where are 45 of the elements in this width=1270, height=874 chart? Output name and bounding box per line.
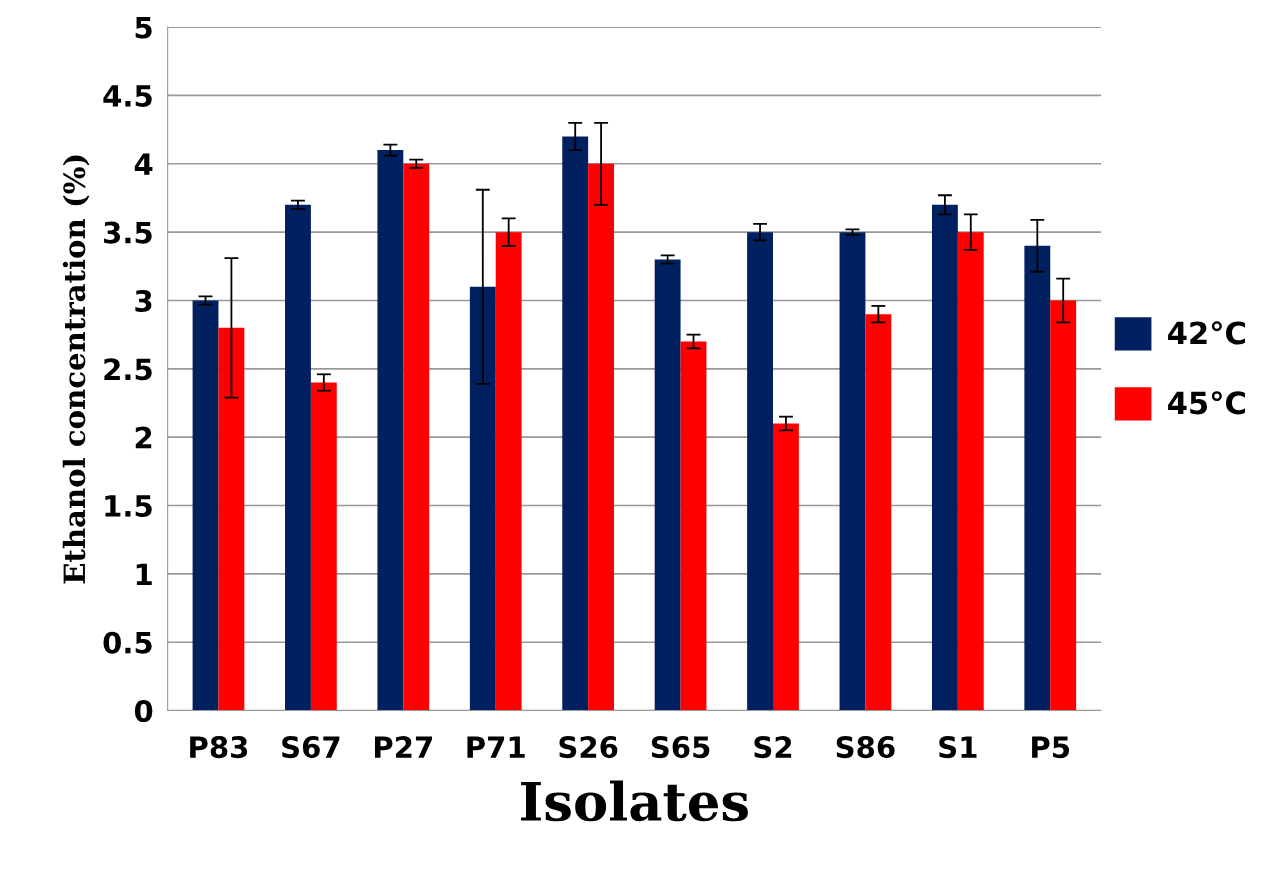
y-tick-label: 2 xyxy=(135,426,152,449)
bar xyxy=(285,204,311,711)
y-tick-label: 0 xyxy=(134,700,153,723)
bar xyxy=(773,423,799,711)
legend-label: 45°C xyxy=(1168,391,1245,415)
bar xyxy=(192,300,219,711)
bar xyxy=(680,341,707,711)
x-tick-label: P27 xyxy=(375,736,432,758)
bar xyxy=(562,136,589,711)
x-axis-title: Isolates xyxy=(521,780,748,822)
y-tick-label: 5 xyxy=(135,16,152,39)
bar xyxy=(931,204,958,711)
y-tick-label: 1.5 xyxy=(105,495,152,518)
y-tick-label: 2.5 xyxy=(104,358,152,381)
x-tick-label: S65 xyxy=(651,736,710,759)
x-tick-label: S26 xyxy=(559,736,618,759)
x-tick-label: P83 xyxy=(190,736,248,759)
bar xyxy=(1024,245,1051,711)
y-tick-label: 3 xyxy=(135,289,152,312)
bar xyxy=(957,232,984,711)
bar xyxy=(747,232,773,711)
y-tick-label: 0.5 xyxy=(103,631,152,654)
x-tick-label: S1 xyxy=(939,736,977,759)
y-axis-title: Ethanol concentration (%) xyxy=(62,155,90,584)
x-tick-label: S86 xyxy=(836,736,895,759)
x-tick-label: S67 xyxy=(282,736,340,759)
y-tick-label: 3.5 xyxy=(104,221,152,244)
bar xyxy=(588,163,615,711)
legend-label: 42°C xyxy=(1168,321,1245,345)
x-tick-label: P71 xyxy=(467,736,525,758)
bar xyxy=(469,286,496,711)
bar xyxy=(865,314,892,711)
x-tick-label: S2 xyxy=(754,736,792,759)
x-tick-label: P5 xyxy=(1032,736,1070,759)
bar xyxy=(403,163,430,711)
bar xyxy=(218,327,245,711)
bar xyxy=(310,382,337,711)
bar xyxy=(495,232,522,711)
bar xyxy=(654,259,681,711)
y-tick-label: 4 xyxy=(134,153,153,175)
y-tick-label: 4.5 xyxy=(103,85,152,107)
bar xyxy=(839,232,866,711)
bar xyxy=(377,150,404,711)
y-tick-label: 1 xyxy=(136,563,152,585)
bar xyxy=(1050,300,1077,711)
